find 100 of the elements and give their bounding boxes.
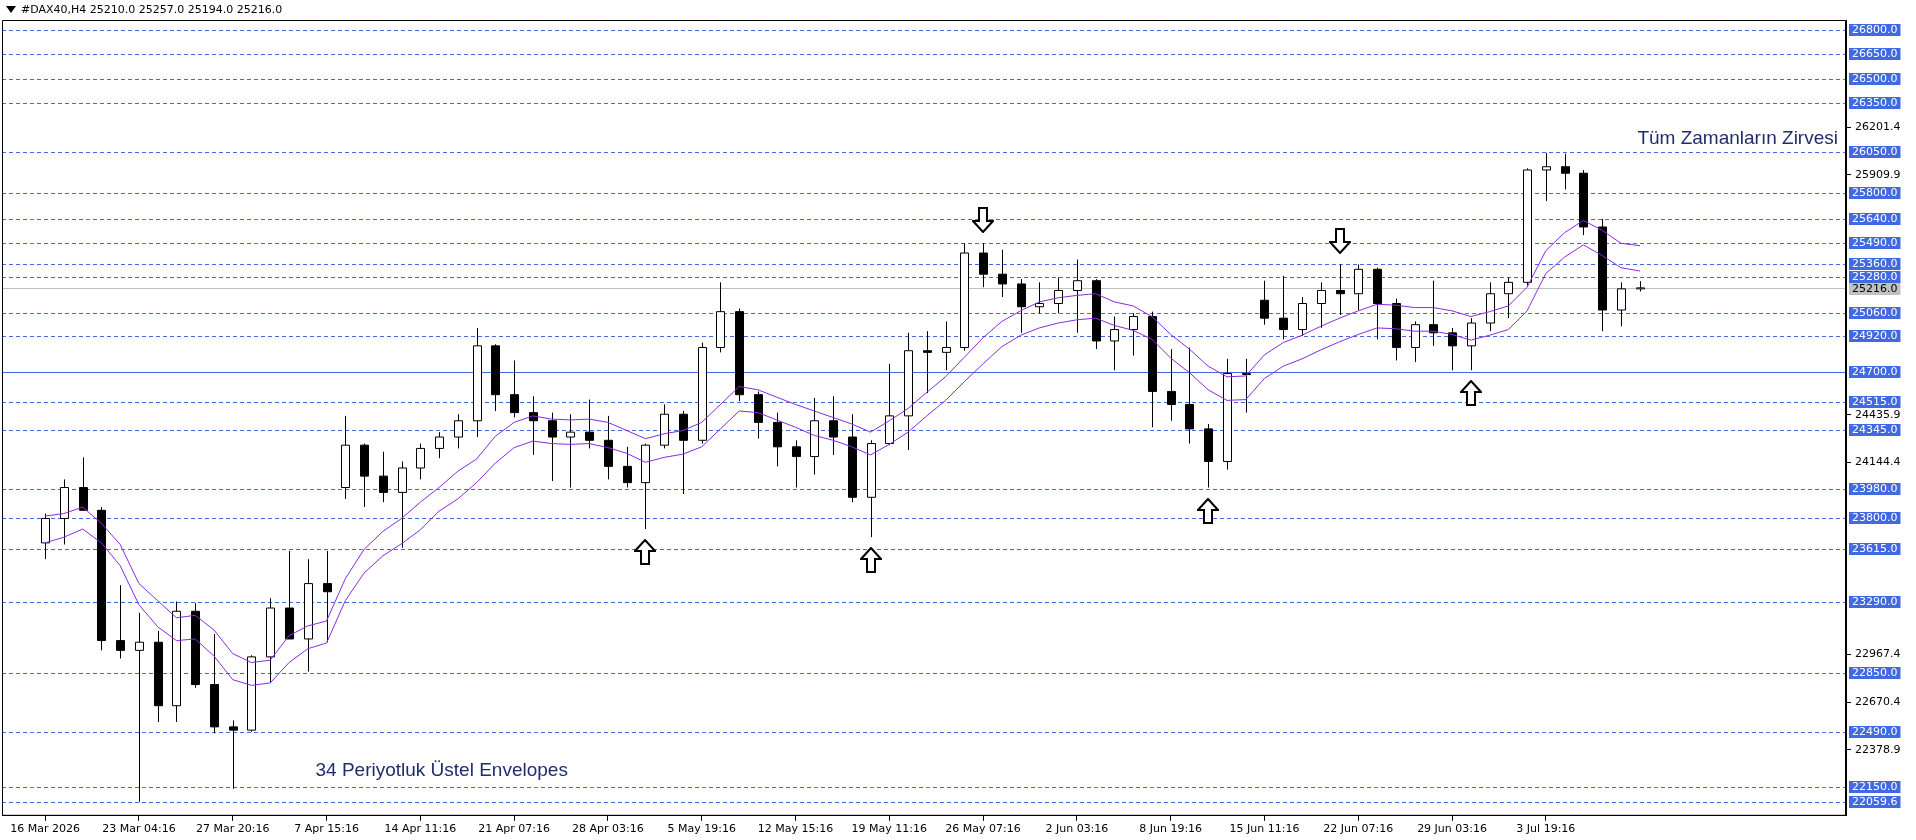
x-tick-label: 12 May 15:16 [757,822,834,836]
candlestick [116,584,125,659]
candlestick [998,249,1007,298]
y-tick-label: 22378.9 [1855,742,1901,756]
candlestick [1260,280,1269,326]
ref-line-label: 26500.0 [1852,72,1898,86]
candlestick [1279,275,1288,340]
chart-title: #DAX40,H4 25210.0 25257.0 25194.0 25216.0 [21,3,283,16]
candlestick [1223,358,1232,471]
candlestick [1073,259,1082,334]
y-tick-label: 26201.4 [1855,120,1901,134]
x-tick-label: 26 May 07:16 [945,822,1021,836]
ref-line-label: 25280.0 [1852,270,1898,284]
candlestick [641,443,650,530]
ref-line-label: 22150.0 [1852,780,1898,794]
ref-line-label: 22850.0 [1852,666,1898,680]
y-tick-label: 22670.4 [1855,695,1901,709]
candlestick [1167,348,1176,422]
candlestick [154,630,163,723]
candlestick [398,460,407,549]
candlestick [1579,169,1588,236]
candlestick [810,397,819,475]
ref-line-label: 23290.0 [1852,595,1898,609]
candlestick [491,343,500,412]
candlestick [1185,346,1194,445]
x-tick-label: 7 Apr 15:16 [294,822,359,836]
ref-line-label: 24515.0 [1852,395,1898,409]
candlestick [904,332,913,451]
x-tick-label: 2 Jun 03:16 [1045,822,1109,836]
candlestick [1467,317,1476,371]
ref-line-label: 26350.0 [1852,96,1898,110]
candlestick [660,403,669,449]
x-tick-label: 27 Mar 20:16 [196,822,270,836]
candlestick [191,602,200,689]
x-tick-label: 16 Mar 2026 [10,822,81,836]
candlestick [1354,263,1363,311]
ref-line-label: 24920.0 [1852,329,1898,343]
candlestick [604,415,613,480]
candlestick [341,415,350,500]
ref-line-label: 25360.0 [1852,257,1898,271]
ref-line-label: 24345.0 [1852,423,1898,437]
ref-line-label: 23615.0 [1852,542,1898,556]
candlestick [360,443,369,508]
candlestick [623,446,632,489]
candlestick [1148,311,1157,428]
candlestick [716,281,725,353]
candlestick [285,550,294,640]
ref-line-label: 25060.0 [1852,306,1898,320]
y-tick-label: 25909.9 [1855,167,1901,181]
candlestick [979,242,988,288]
ref-line-label: 25800.0 [1852,186,1898,200]
candlestick [1017,278,1026,334]
x-tick-label: 15 Jun 11:16 [1229,822,1300,836]
candlestick [1129,312,1138,357]
ref-line-label: 23980.0 [1852,482,1898,496]
ref-line-label: 22490.0 [1852,725,1898,739]
x-tick-label: 5 May 19:16 [667,822,736,836]
x-tick-label: 8 Jun 19:16 [1139,822,1203,836]
ref-line-label: 26050.0 [1852,145,1898,159]
candlestick [566,413,575,489]
candlestick [923,330,932,394]
candlestick [1504,276,1513,319]
x-tick-label: 19 May 11:16 [851,822,928,836]
candlestick [229,719,238,790]
candlestick [79,456,88,511]
candlestick [792,439,801,489]
ref-line-label: 23800.0 [1852,511,1898,525]
candlestick [172,601,181,723]
x-tick-label: 28 Apr 03:16 [572,822,644,836]
annotation: Tüm Zamanların Zirvesi [1637,126,1838,148]
candlestick [266,597,275,684]
candlestick [754,390,763,440]
candlestick [829,395,838,456]
candlestick [60,478,69,546]
x-tick-label: 3 Jul 19:16 [1516,822,1576,836]
ref-line-label: 24700.0 [1852,365,1898,379]
candlestick [1110,316,1119,371]
candlestick [1336,263,1345,316]
x-tick-label: 22 Jun 07:16 [1323,822,1394,836]
candlestick [1598,218,1607,332]
candlestick [1035,281,1044,314]
candlestick [1448,327,1457,371]
candlestick [867,439,876,538]
ref-line-label: 25640.0 [1852,212,1898,226]
candlestick [379,451,388,503]
candlestick [960,242,969,352]
candlestick [1561,153,1570,191]
candlestick [1411,320,1420,363]
ref-line-label: 22059.6 [1852,795,1898,809]
candlestick [1204,423,1213,489]
candlestick [1054,276,1063,314]
ref-line-label: 25490.0 [1852,236,1898,250]
candlestick [679,410,688,495]
candlestick [1373,267,1382,340]
candlestick [585,399,594,449]
candlestick [548,412,557,482]
annotation: 34 Periyotluk Üstel Envelopes [315,758,568,780]
candlestick [942,320,951,371]
candlestick [1542,152,1551,202]
candlestick [885,363,894,446]
